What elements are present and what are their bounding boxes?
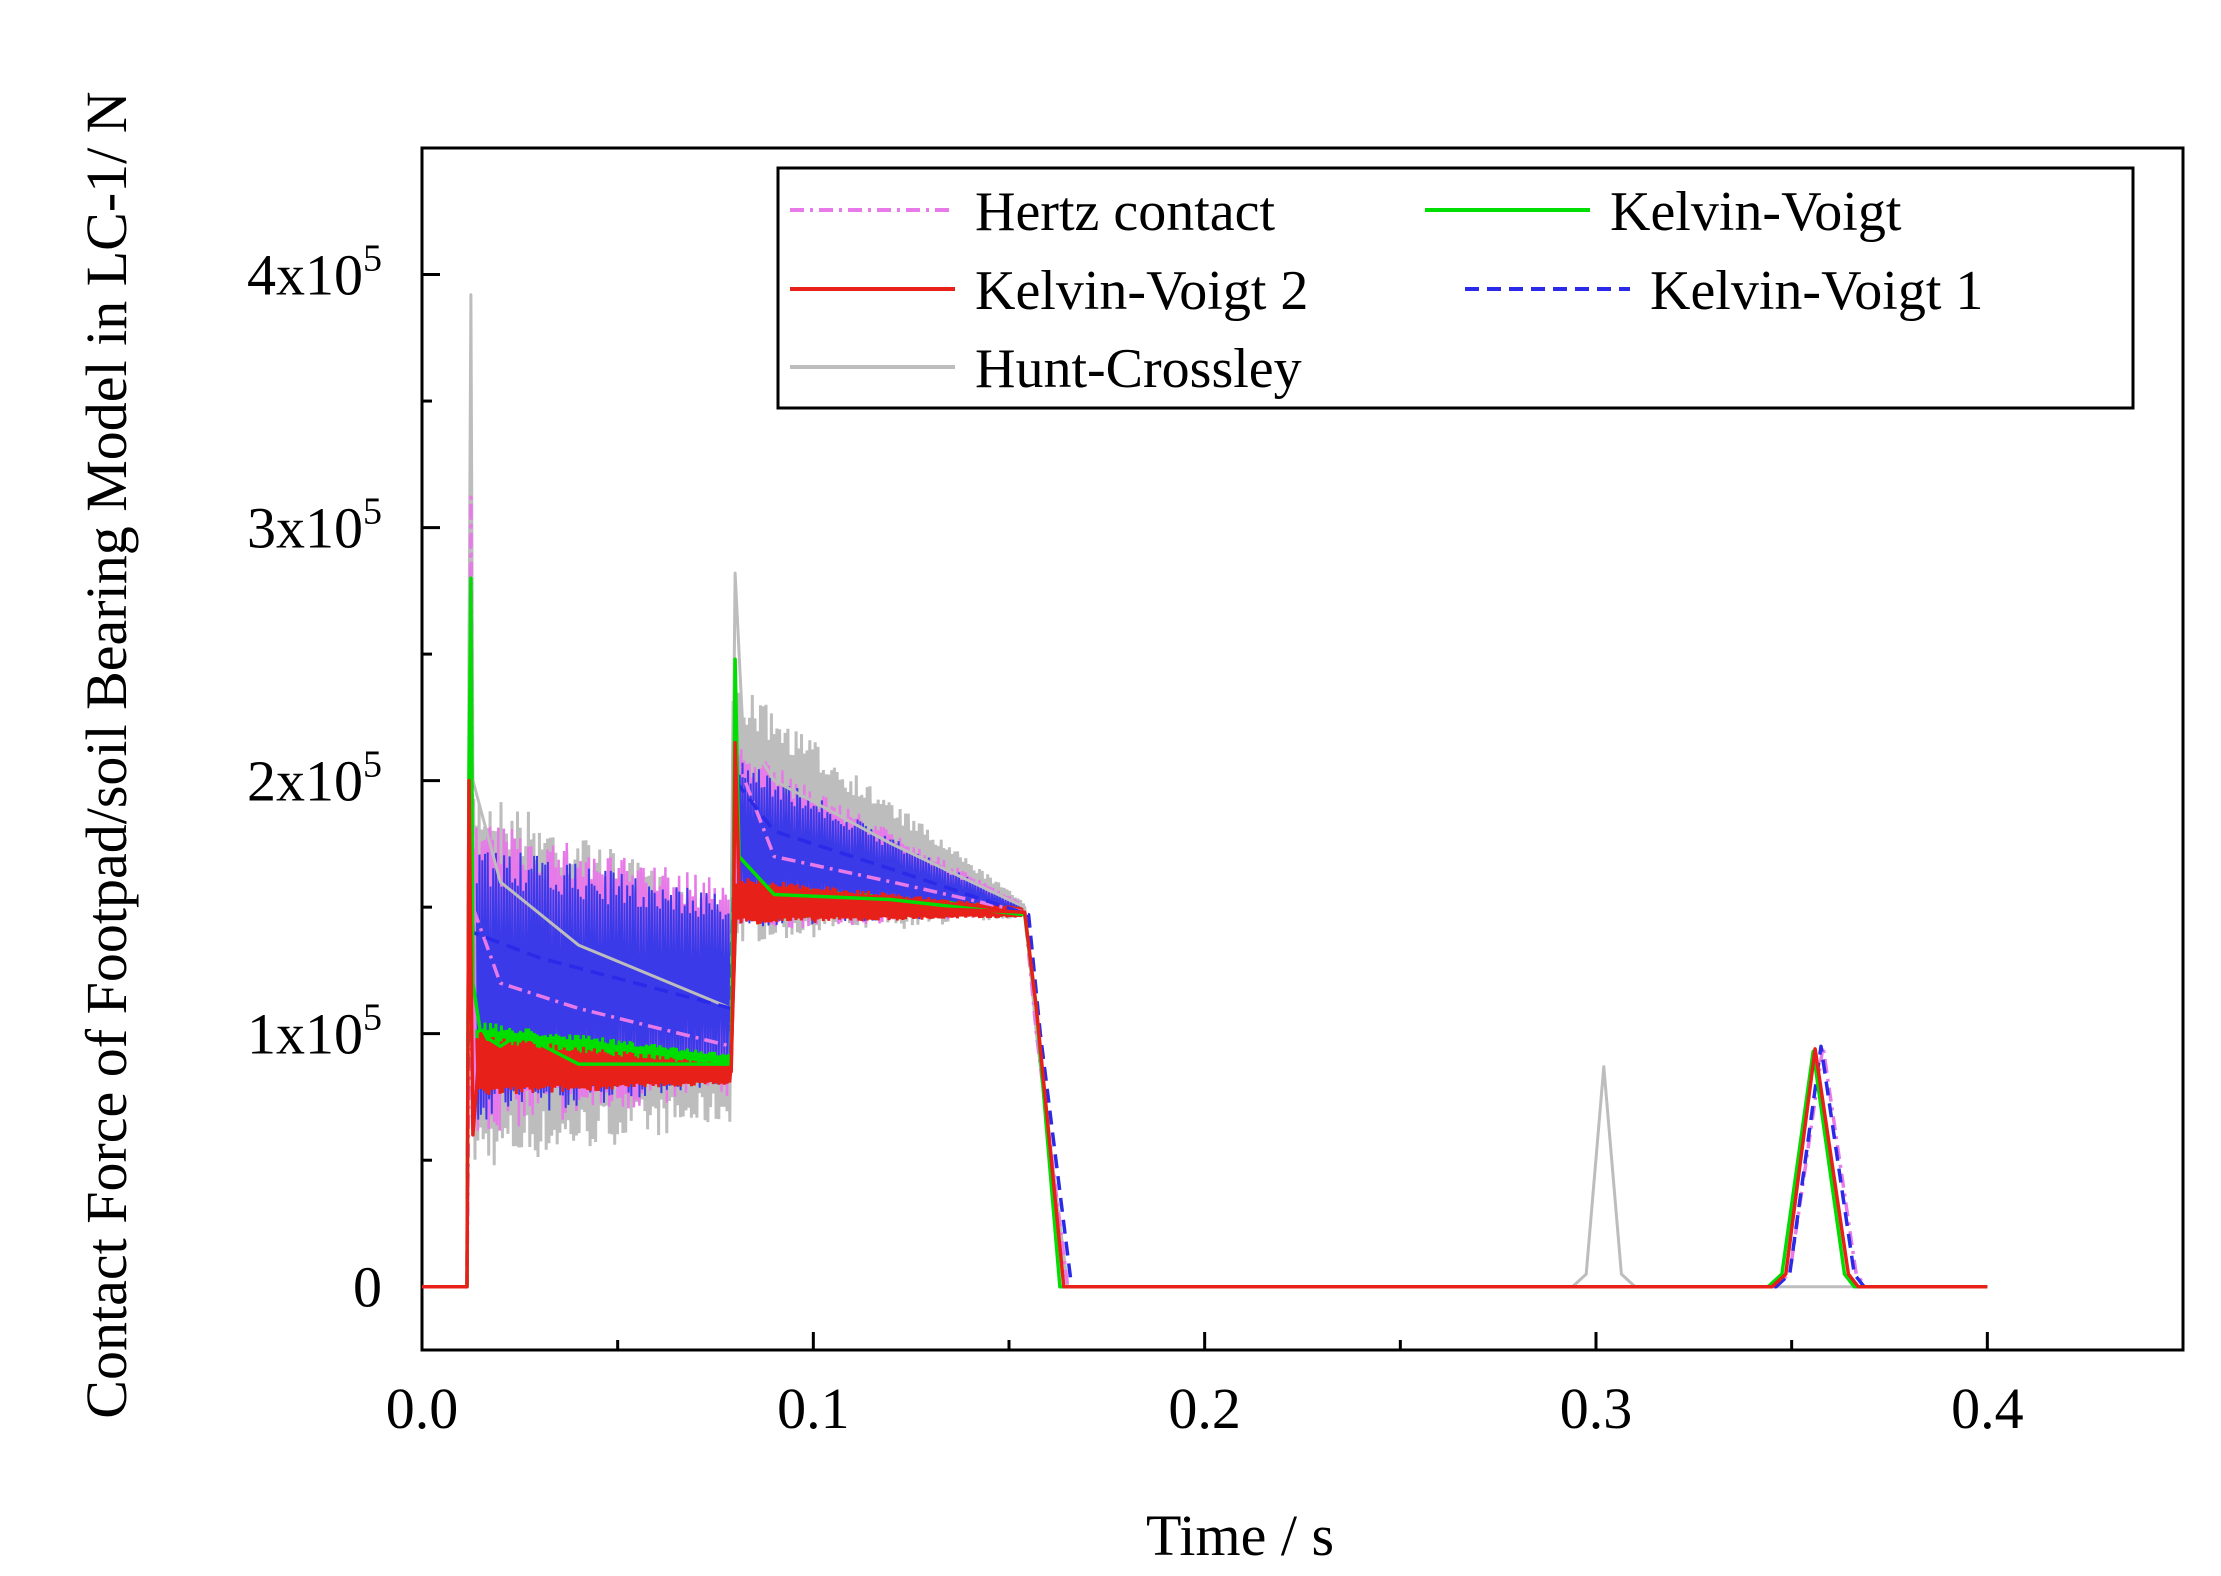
y-tick-label-exponent: 5: [363, 238, 382, 280]
y-tick-label: 2x105: [247, 744, 382, 814]
y-tick-label-base: 0: [353, 1255, 382, 1320]
y-tick-label-base: 3x10: [247, 496, 363, 561]
y-tick-label-base: 2x10: [247, 749, 363, 814]
x-tick-label: 0.2: [1168, 1376, 1241, 1441]
y-tick-label-base: 1x10: [247, 1002, 363, 1067]
y-tick-label-exponent: 5: [363, 997, 382, 1039]
y-tick-label-exponent: 5: [363, 491, 382, 533]
legend-label: Kelvin-Voigt 2: [975, 260, 1308, 322]
series-line-kelvin-voigt-2: [422, 740, 1988, 1289]
y-tick-label: 4x105: [247, 238, 382, 308]
legend-label: Hertz contact: [975, 181, 1275, 243]
plot-frame: [420, 146, 2185, 1352]
y-tick-label-base: 4x10: [247, 243, 363, 308]
kelvin-voigt-1-oscillation: [475, 762, 1026, 1120]
x-axis-title: Time / s: [1146, 1503, 1334, 1568]
x-tick-label: 0.1: [777, 1376, 850, 1441]
x-tick-label: 0.0: [386, 1376, 459, 1441]
x-tick-label: 0.4: [1951, 1376, 2024, 1441]
oscillation-bands: [469, 692, 1027, 1166]
y-axis-title: Contact Force of Footpad/soil Bearing Mo…: [74, 91, 139, 1418]
legend-label: Kelvin-Voigt 1: [1650, 260, 1983, 322]
series-line-hunt-crossley: [422, 293, 1988, 1289]
legend-label: Kelvin-Voigt: [1610, 181, 1902, 243]
y-tick-label: 3x105: [247, 491, 382, 561]
y-tick-label-exponent: 5: [363, 744, 382, 786]
y-tick-label: 1x105: [247, 997, 382, 1067]
legend-label: Hunt-Crossley: [975, 338, 1302, 400]
x-axis: 0.0 0.1 0.2 0.3 0.4: [386, 1332, 2185, 1441]
y-tick-label: 0: [353, 1255, 382, 1320]
x-tick-label: 0.3: [1560, 1376, 1633, 1441]
legend: Hertz contact Kelvin-Voigt Kelvin-Voigt 2 K…: [776, 166, 2135, 410]
series-lines: [422, 293, 1988, 1289]
